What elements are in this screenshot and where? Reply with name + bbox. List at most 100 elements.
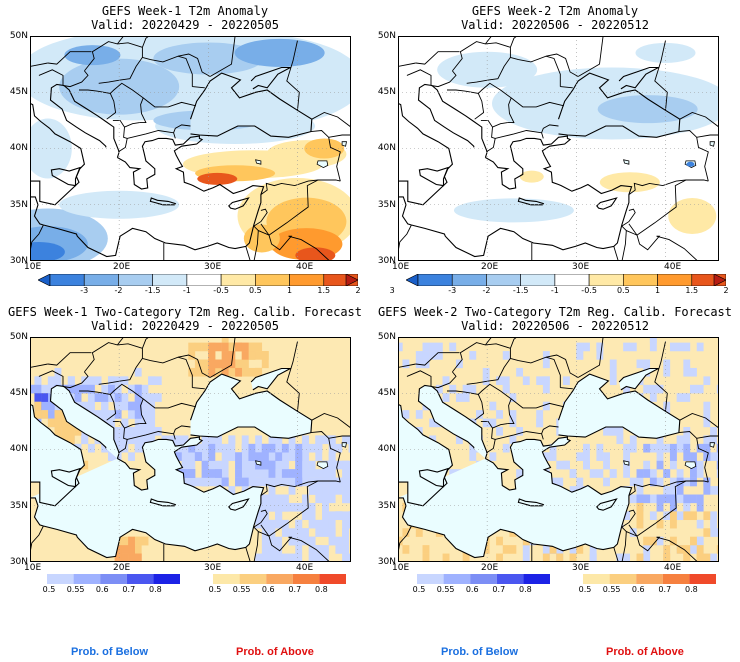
lon-label: 30E — [572, 262, 590, 272]
above-prob-cell — [696, 545, 704, 554]
below-prob-cell — [288, 553, 296, 562]
below-prob-cell — [221, 460, 229, 470]
below-prob-cell — [141, 427, 149, 436]
below-prob-cell — [181, 469, 189, 478]
prob-above-label: Prob. of Above — [606, 646, 684, 658]
map-frame — [30, 337, 351, 562]
below-prob-cell — [275, 452, 283, 461]
above-prob-cell — [649, 536, 657, 546]
colorbar-segment — [496, 574, 524, 584]
below-colorbar-ticks: 0.5 0.55 0.6 0.7 0.8 — [413, 585, 550, 597]
below-prob-cell — [281, 452, 289, 461]
below-prob-cell — [623, 469, 631, 478]
below-prob-cell — [576, 351, 584, 360]
coastline — [398, 135, 633, 258]
below-prob-cell — [596, 443, 604, 453]
lon-label: 10E — [24, 262, 42, 272]
below-prob-cell — [402, 410, 410, 419]
below-prob-cell — [121, 418, 129, 428]
lon-label: 20E — [481, 563, 499, 573]
lon-label: 30E — [204, 563, 222, 573]
below-prob-cell — [295, 443, 303, 453]
below-prob-cell — [315, 553, 323, 562]
above-prob-cell — [201, 342, 209, 352]
lake — [316, 160, 329, 169]
below-prob-cell — [315, 528, 323, 537]
country-border — [112, 119, 125, 128]
below-prob-cell — [616, 435, 624, 445]
country-border — [30, 363, 48, 368]
below-prob-cell — [683, 452, 691, 461]
below-prob-cell — [683, 393, 691, 402]
below-prob-cell — [87, 384, 95, 394]
country-border — [258, 531, 293, 552]
below-prob-cell — [30, 384, 35, 394]
below-prob-cell — [34, 384, 42, 394]
below-prob-cell — [87, 443, 95, 453]
below-prob-cell — [663, 443, 671, 453]
above-prob-cell — [74, 427, 82, 436]
below-prob-cell — [482, 376, 490, 386]
lake — [709, 141, 715, 147]
above-prob-cell — [215, 342, 222, 352]
above-prob-cell — [114, 553, 122, 562]
below-prob-cell — [301, 452, 309, 461]
below-prob-cell — [215, 469, 222, 478]
below-prob-cell — [489, 418, 497, 428]
below-prob-cell — [108, 410, 115, 419]
below-prob-cell — [114, 427, 122, 436]
below-prob-cell — [502, 443, 510, 453]
country-border — [621, 526, 627, 562]
below-prob-cell — [576, 452, 584, 461]
colorbar-tick-label: -1.5 — [512, 286, 529, 295]
country-border — [288, 235, 331, 261]
below-prob-cell — [134, 367, 142, 377]
country-border — [415, 51, 460, 65]
coastline — [189, 373, 313, 439]
below-prob-cell — [415, 351, 423, 360]
below-prob-cell — [134, 435, 142, 445]
below-prob-cell — [301, 435, 309, 445]
below-prob-cell — [703, 410, 711, 419]
below-prob-cell — [221, 477, 229, 487]
below-prob-cell — [295, 502, 303, 512]
below-prob-cell — [690, 469, 697, 478]
below-prob-cell — [241, 452, 249, 461]
above-colorbar-ticks: 0.5 0.55 0.6 0.7 0.8 — [209, 585, 346, 597]
above-prob-cell — [128, 553, 135, 562]
below-prob-cell — [469, 443, 477, 453]
below-prob-cell — [676, 435, 684, 445]
country-border — [480, 119, 493, 128]
colorbar-tick-label: -1 — [182, 286, 191, 295]
below-prob-cell — [562, 376, 570, 386]
below-prob-cell — [194, 477, 202, 487]
cyprus-island — [228, 197, 250, 210]
below-prob-cell — [643, 469, 651, 478]
above-prob-cell — [54, 427, 62, 436]
below-prob-cell — [74, 384, 82, 394]
below-prob-cell — [676, 443, 684, 453]
below-prob-cell — [87, 393, 95, 402]
below-prob-cell — [261, 519, 269, 529]
below-prob-cell — [301, 511, 309, 521]
below-prob-cell — [221, 443, 229, 453]
black-sea — [190, 374, 312, 439]
below-prob-cell — [643, 545, 651, 554]
below-prob-cell — [268, 528, 276, 537]
lat-label: 40N — [9, 444, 28, 454]
country-border — [696, 438, 709, 483]
coastline — [49, 83, 120, 158]
map-week2-anomaly — [398, 36, 719, 261]
country-border — [118, 138, 128, 153]
below-prob-cell — [335, 486, 343, 495]
country-border — [47, 352, 92, 366]
below-prob-cell — [134, 384, 142, 394]
below-prob-cell — [181, 435, 189, 445]
below-prob-cell — [315, 469, 323, 478]
above-prob-cell — [482, 545, 490, 554]
below-prob-cell — [128, 427, 135, 436]
below-prob-cell — [549, 443, 557, 453]
above-prob-cell — [422, 553, 430, 562]
above-prob-cell — [542, 553, 550, 562]
below-prob-cell — [583, 452, 590, 461]
